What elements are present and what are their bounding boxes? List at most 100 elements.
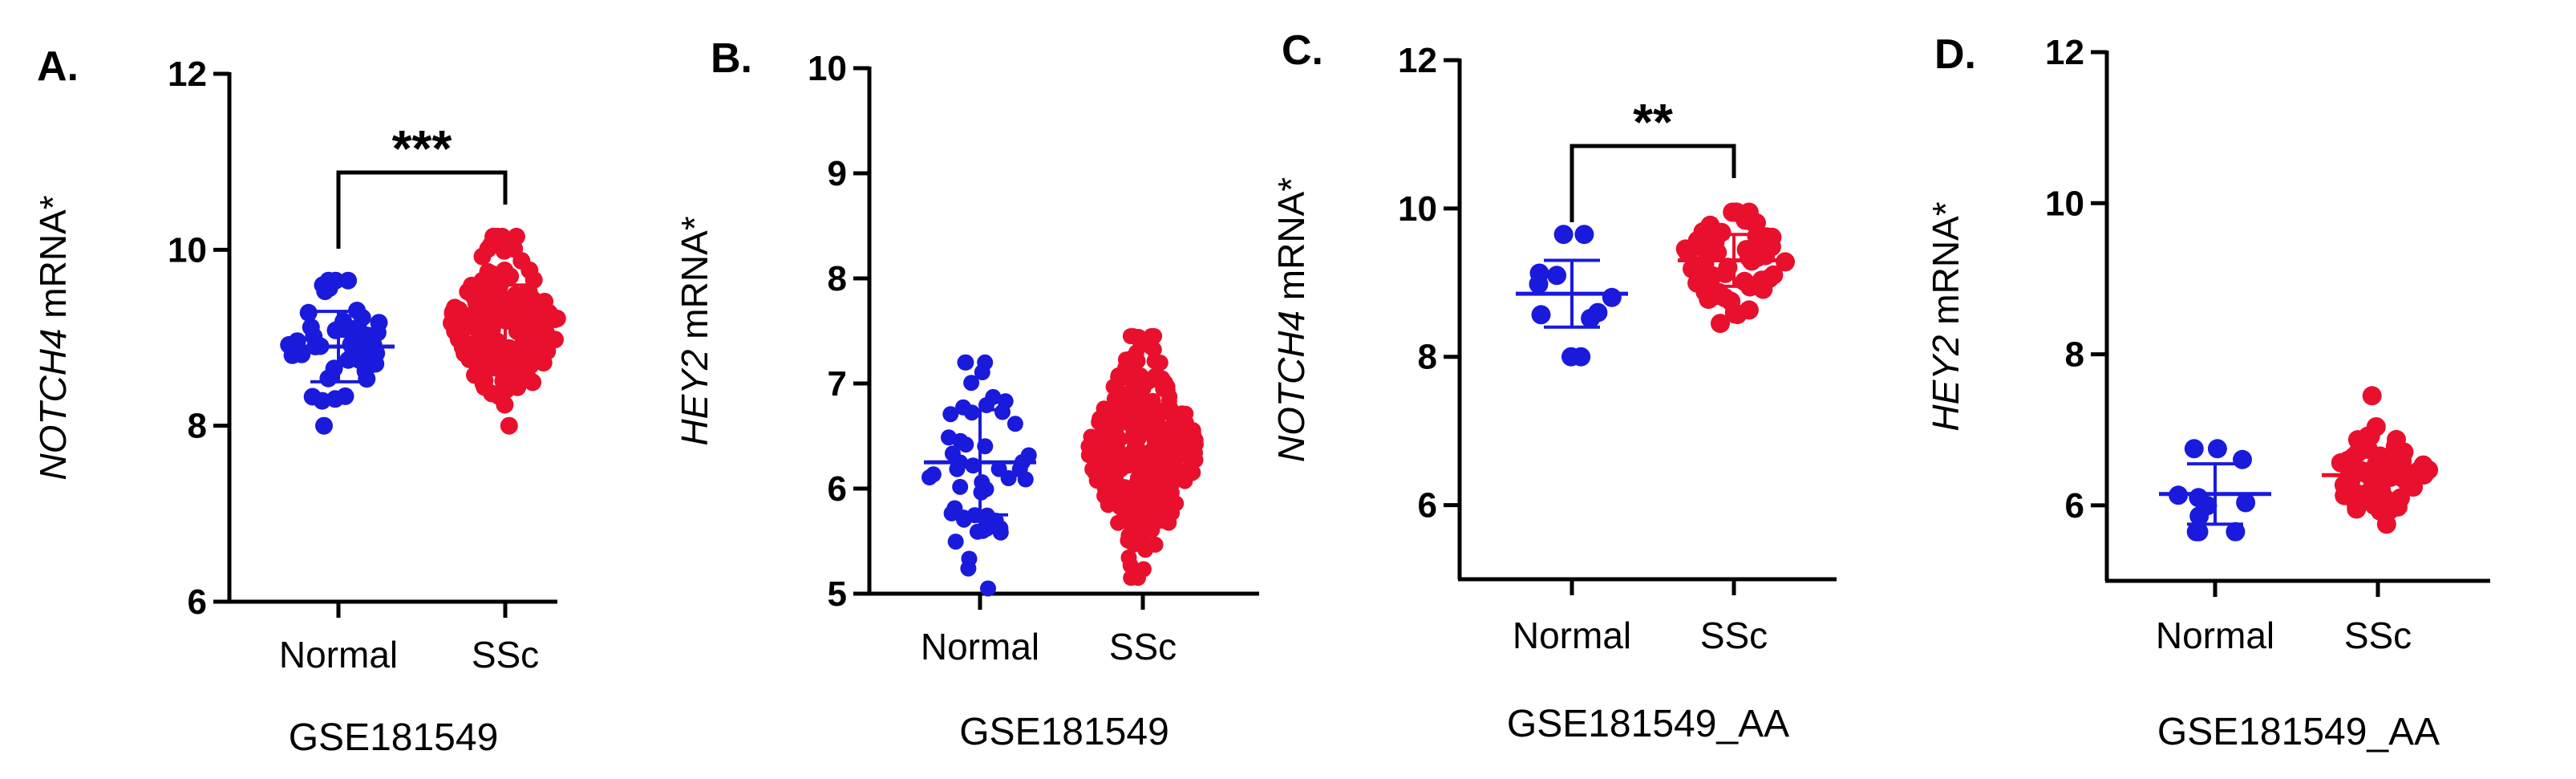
data-point [316, 282, 334, 301]
data-point [2233, 449, 2252, 469]
data-point [1145, 341, 1162, 358]
data-point [1725, 304, 1745, 324]
data-point [1140, 373, 1157, 390]
y-tick-label: 8 [188, 407, 207, 446]
data-point [524, 373, 542, 392]
data-point [2184, 439, 2204, 459]
data-point [1128, 479, 1145, 496]
data-point [1163, 493, 1180, 509]
data-point [1152, 355, 1169, 371]
data-point [1602, 287, 1622, 307]
y-axis-title-gene: HEY2 [1925, 335, 1966, 431]
data-point [947, 534, 964, 550]
data-point [1588, 302, 1608, 323]
panel-b: B. 5 6 7 8 9 10 Normal SSc GSE181549 HEY2 mRNA* [674, 35, 1259, 753]
x-tick-label: Normal [921, 626, 1039, 667]
y-tick-label: 7 [828, 364, 847, 404]
data-point [2236, 493, 2256, 513]
data-point [1124, 430, 1140, 447]
y-tick-label: 10 [808, 49, 847, 88]
data-point [478, 285, 496, 303]
data-point [293, 345, 311, 363]
data-point [1092, 410, 1108, 427]
data-point [2360, 426, 2380, 446]
data-point [299, 303, 318, 322]
data-point [315, 416, 333, 435]
y-tick-label: 6 [188, 582, 207, 622]
data-point [1117, 359, 1134, 376]
y-tick-label: 6 [828, 469, 847, 509]
data-point [963, 404, 980, 421]
data-point [506, 359, 525, 378]
y-tick-label: 10 [1398, 189, 1437, 229]
data-point [2226, 521, 2246, 542]
y-axis-title: HEY2 mRNA* [674, 216, 715, 445]
y-tick-label: 12 [1398, 41, 1437, 80]
panel-letter: C. [1282, 27, 1323, 74]
data-point [1109, 428, 1125, 444]
data-point [1529, 274, 1549, 294]
data-point [1113, 390, 1129, 407]
data-point [1122, 498, 1139, 514]
data-point [1007, 416, 1023, 432]
data-point [2197, 496, 2218, 516]
data-point [952, 478, 969, 495]
data-point [1740, 248, 1759, 268]
data-point [1574, 225, 1594, 245]
data-point [1135, 561, 1152, 578]
panel-letter: A. [37, 43, 79, 90]
data-point [2404, 477, 2424, 497]
data-point [1094, 426, 1111, 443]
data-point [1711, 314, 1730, 334]
x-axis-title: GSE181549_AA [1507, 703, 1789, 745]
y-tick-label: 10 [168, 230, 207, 270]
panel-a: A. 6 8 10 12 Normal SSc GSE181549 NOTCH4 mRNA* **… [32, 43, 566, 759]
data-point [1706, 286, 1726, 306]
data-point [992, 524, 1009, 541]
data-point [479, 262, 497, 281]
y-tick-label: 10 [2045, 184, 2084, 223]
data-point [1764, 265, 1784, 285]
data-point [2380, 500, 2400, 520]
data-point [997, 393, 1014, 410]
data-point [1137, 542, 1154, 558]
data-point [360, 340, 379, 359]
data-point [2387, 429, 2406, 449]
x-tick-label: Normal [2156, 615, 2274, 656]
significance-label: *** [392, 120, 452, 177]
data-point [1020, 447, 1037, 464]
data-point [1547, 266, 1567, 286]
data-point [448, 313, 467, 331]
data-point [974, 522, 991, 539]
data-point [943, 505, 960, 521]
data-point [1088, 473, 1105, 489]
data-point [2347, 492, 2367, 512]
x-tick-label: SSc [1109, 626, 1177, 667]
data-point [2408, 461, 2428, 481]
data-point [319, 369, 338, 387]
y-axis-title: NOTCH4 mRNA* [32, 195, 74, 480]
data-point [336, 387, 354, 405]
significance-bracket [1569, 144, 1736, 222]
y-tick-label: 9 [828, 154, 847, 193]
y-axis-title-rest: mRNA* [674, 216, 715, 349]
x-tick-label: SSc [1700, 615, 1768, 656]
data-point [1167, 436, 1184, 452]
y-axis-title-gene: NOTCH4 [1270, 310, 1312, 462]
data-point [957, 354, 974, 371]
data-point [1110, 514, 1127, 531]
data-point [1123, 570, 1140, 586]
data-point [1128, 368, 1144, 385]
x-tick-label: SSc [2344, 615, 2412, 656]
data-point [482, 335, 500, 353]
panel-c: C. 6 8 10 12 Normal SSc GSE181549_AA NOTCH4 mRNA… [1270, 27, 1837, 745]
data-point [1000, 470, 1017, 486]
data-point [1177, 414, 1194, 431]
data-point [313, 392, 331, 410]
data-point [1735, 271, 1755, 291]
y-axis-title: HEY2 mRNA* [1925, 201, 1966, 431]
data-point [2362, 386, 2382, 406]
x-tick-label: Normal [279, 634, 398, 676]
panel-d: D. 6 8 10 12 Normal SSc GSE181549_AA HEY2 mRNA* [1925, 31, 2490, 753]
data-point [474, 375, 492, 393]
